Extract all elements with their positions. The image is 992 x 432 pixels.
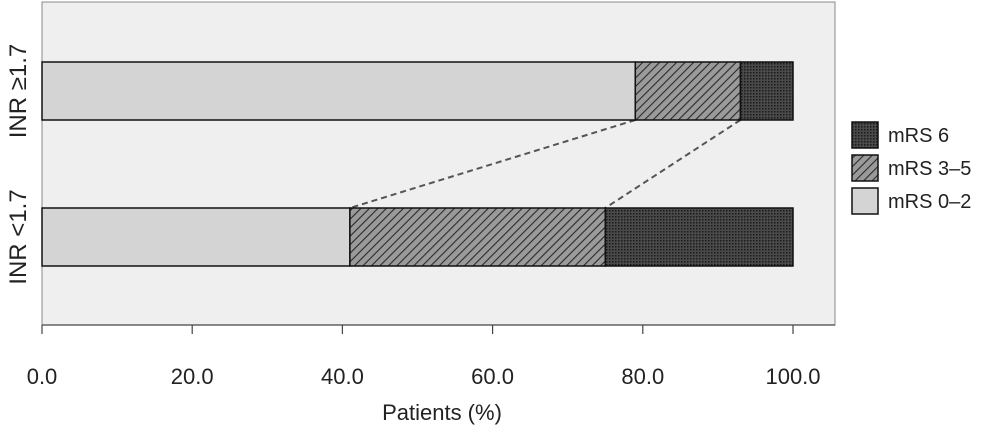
x-tick-label: 60.0 <box>471 364 514 389</box>
plot-background <box>41 1 836 326</box>
bars-group <box>41 61 794 267</box>
legend: mRS 6 mRS 3–5 mRS 0–2 <box>851 121 971 215</box>
bar-inr-1-7-mrs-3-5 <box>634 61 742 121</box>
connector-line-2 <box>604 119 741 209</box>
legend-label-mrs-6: mRS 6 <box>888 125 949 147</box>
x-tick-label: 0.0 <box>27 364 58 389</box>
category-label-inr-1-7: INR <1.7 <box>5 189 32 284</box>
category-label-inr-1-7: INR ≥1.7 <box>5 44 32 139</box>
bar-inr-1-7-mrs-0-2 <box>41 207 351 267</box>
bar-inr-1-7-mrs-6 <box>739 61 794 121</box>
legend-swatch-mrs-6 <box>851 121 879 149</box>
x-tick-label: 20.0 <box>171 364 214 389</box>
category-labels-group: INR ≥1.7 INR <1.7 <box>5 44 32 285</box>
x-tick-label: 40.0 <box>321 364 364 389</box>
x-ticks-group: 0.0 20.0 40.0 60.0 80.0 100.0 <box>27 325 821 389</box>
legend-label-mrs-3-5: mRS 3–5 <box>888 158 971 180</box>
legend-swatch-mrs-0-2 <box>851 187 879 215</box>
connector-lines <box>349 119 741 209</box>
x-axis-label: Patients (%) <box>382 400 502 425</box>
bar-inr-1-7-mrs-6 <box>604 207 794 267</box>
bar-inr-1-7-mrs-0-2 <box>41 61 637 121</box>
legend-swatch-mrs-3-5 <box>851 154 879 182</box>
x-tick-label: 80.0 <box>621 364 664 389</box>
legend-label-mrs-0-2: mRS 0–2 <box>888 191 971 213</box>
bar-inr-1-7-mrs-3-5 <box>349 207 606 267</box>
x-tick-label: 100.0 <box>765 364 820 389</box>
